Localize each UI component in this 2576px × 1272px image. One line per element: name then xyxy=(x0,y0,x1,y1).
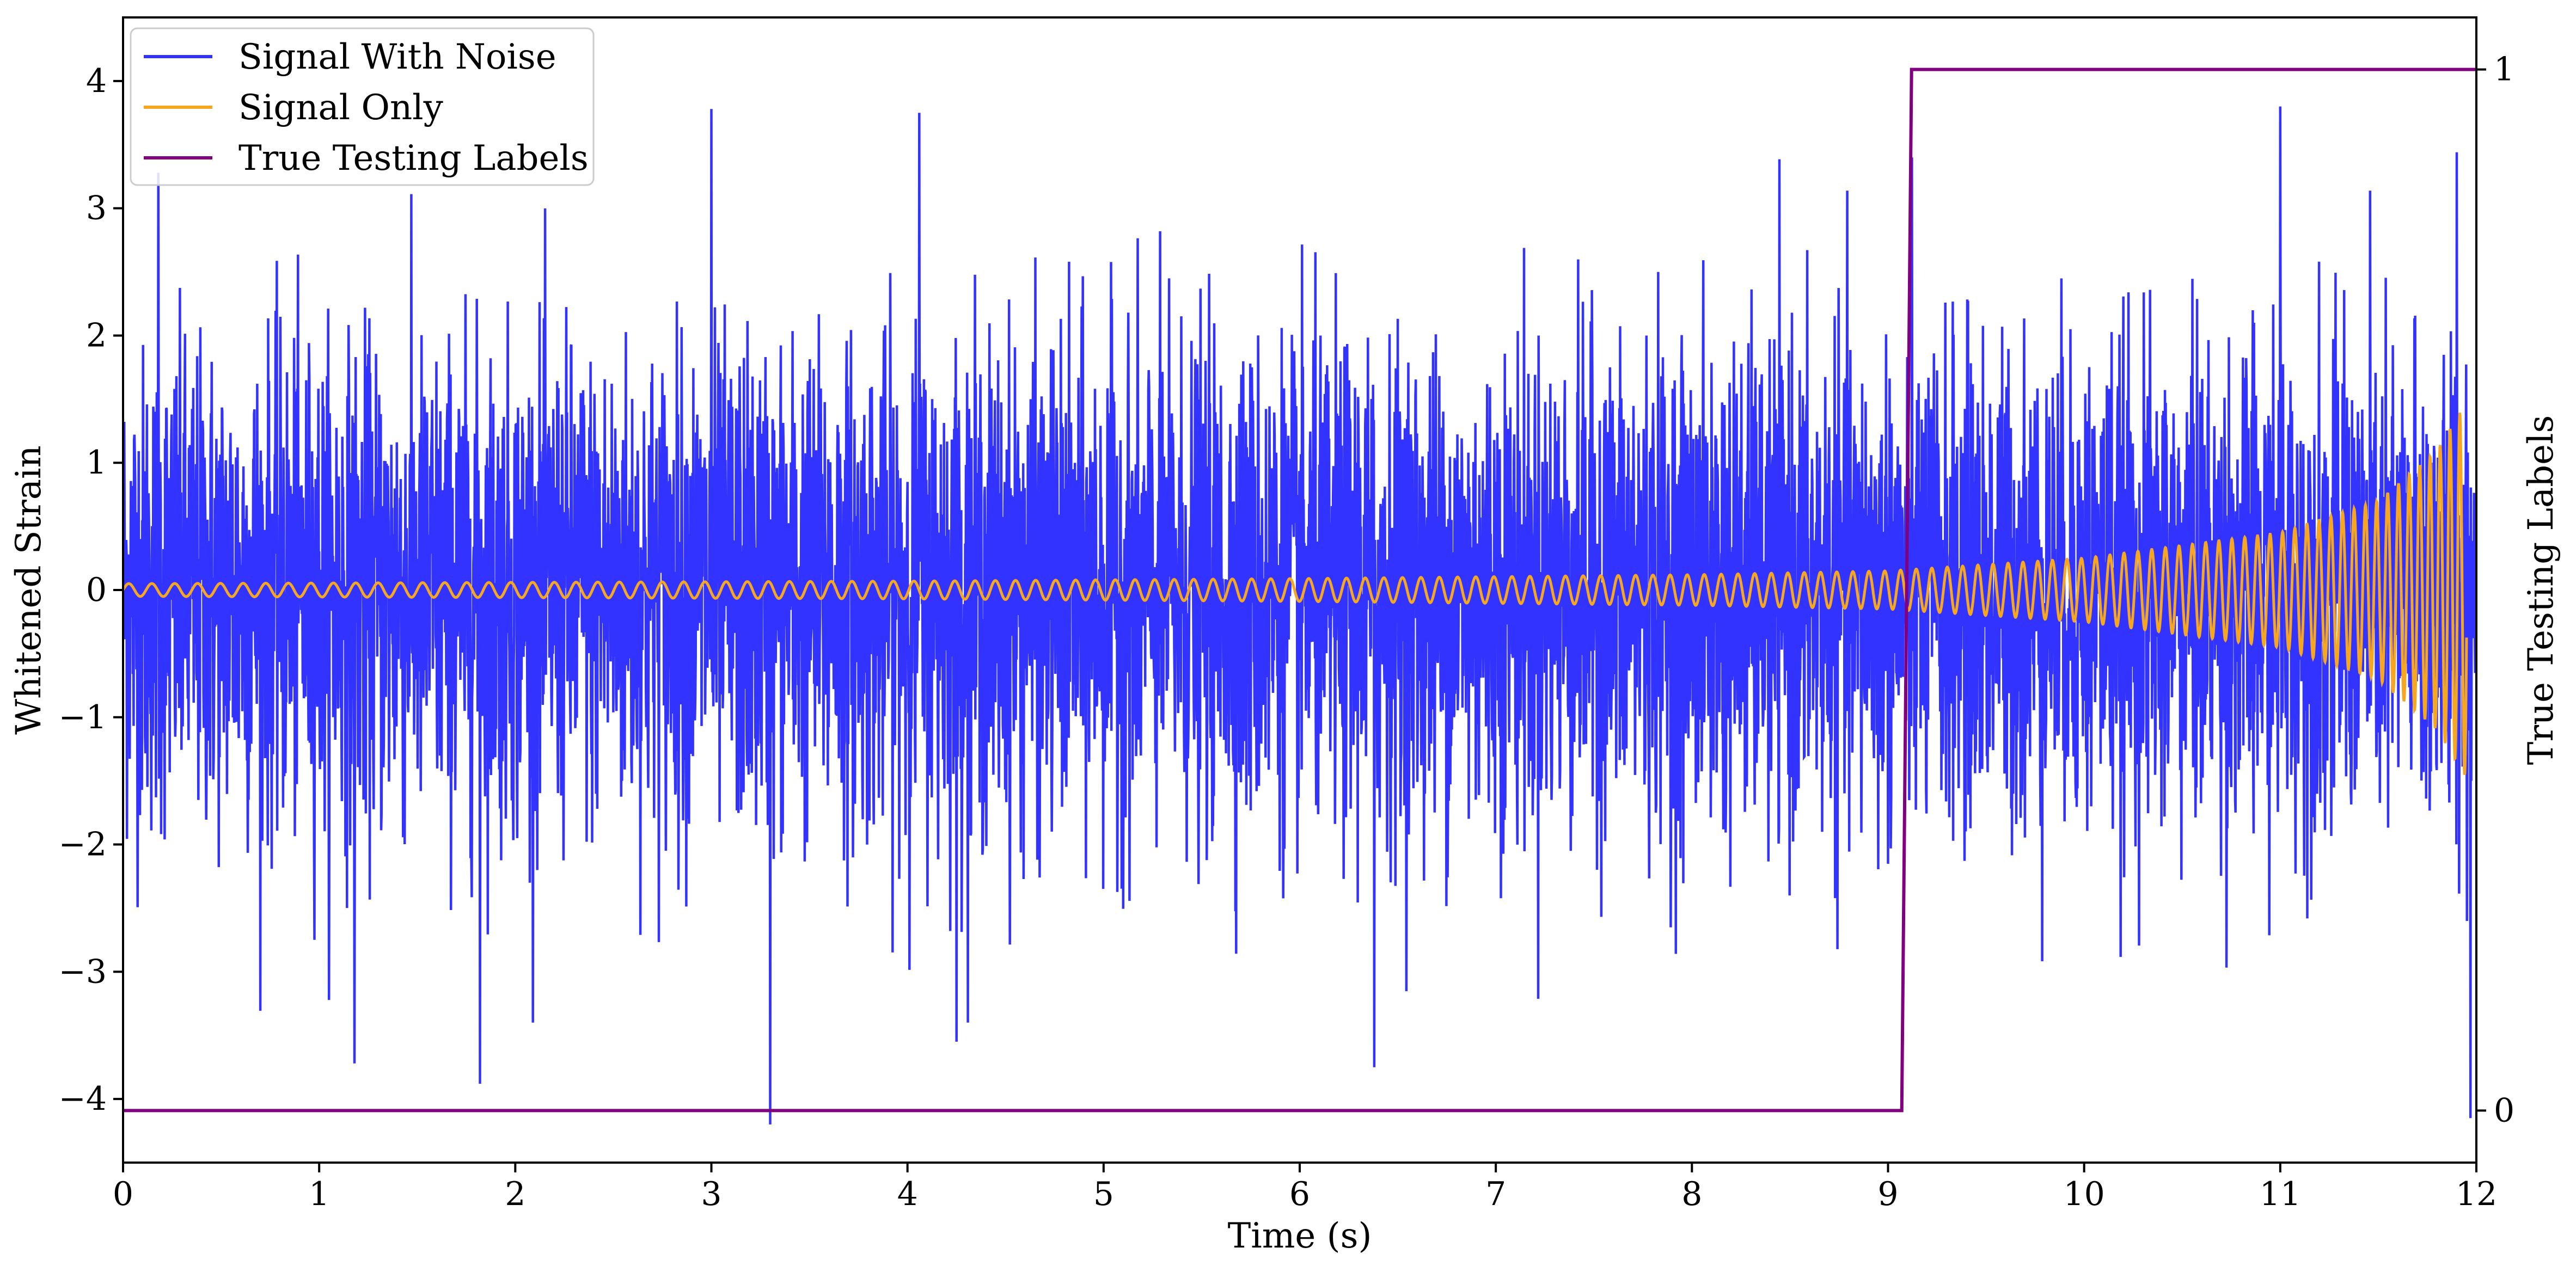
x-tick-label: 1 xyxy=(309,1175,329,1213)
y-axis-label: Whitened Strain xyxy=(9,445,49,734)
y-tick-label: 4 xyxy=(86,62,107,100)
y2-tick-label: 0 xyxy=(2494,1091,2514,1129)
x-tick-label: 0 xyxy=(113,1175,133,1213)
y-tick-label: 3 xyxy=(86,189,107,228)
y-tick-label: 0 xyxy=(86,571,107,609)
x-tick-label: 8 xyxy=(1681,1175,1702,1213)
y-tick-label: −1 xyxy=(59,698,107,736)
x-tick-label: 6 xyxy=(1289,1175,1310,1213)
y2-axis-label: True Testing Labels xyxy=(2521,415,2561,765)
x-tick-label: 4 xyxy=(897,1175,918,1213)
y-tick-label: 1 xyxy=(86,444,107,482)
y2-tick-label: 1 xyxy=(2494,51,2514,89)
x-tick-label: 7 xyxy=(1485,1175,1506,1213)
legend: Signal With Noise Signal Only True Testing… xyxy=(130,27,595,186)
legend-entry-label: True Testing Labels xyxy=(238,138,589,179)
x-tick-label: 5 xyxy=(1093,1175,1114,1213)
y-tick-label: 2 xyxy=(86,316,107,354)
x-tick-label: 10 xyxy=(2063,1175,2104,1213)
y-tick-label: −3 xyxy=(59,953,107,991)
x-tick-label: 12 xyxy=(2456,1175,2497,1213)
x-axis-label: Time (s) xyxy=(1228,1216,1372,1256)
series-layer xyxy=(123,67,2476,1124)
legend-box xyxy=(130,27,595,186)
series-signal-with-noise xyxy=(123,106,2476,1124)
legend-entry-label: Signal Only xyxy=(238,88,443,128)
x-tick-label: 11 xyxy=(2260,1175,2301,1213)
x-tick-label: 2 xyxy=(505,1175,525,1213)
series-signal-only xyxy=(123,413,2468,776)
y-tick-label: −4 xyxy=(59,1080,107,1118)
series-true-testing-labels xyxy=(123,67,2476,1113)
x-tick-label: 9 xyxy=(1877,1175,1898,1213)
y-tick-label: −2 xyxy=(59,826,107,864)
x-tick-label: 3 xyxy=(701,1175,721,1213)
legend-entry-label: Signal With Noise xyxy=(238,37,556,77)
